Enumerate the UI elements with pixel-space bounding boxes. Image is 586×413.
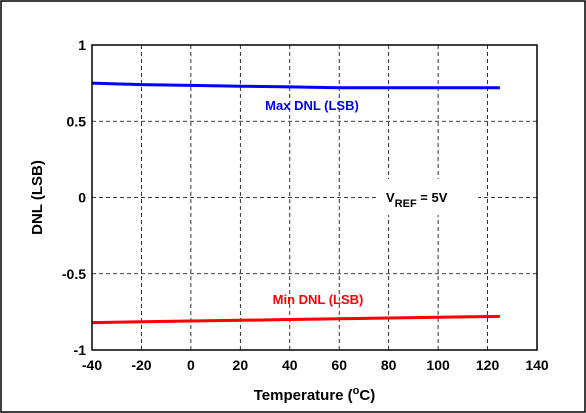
y-tick-label: -1 xyxy=(74,342,87,358)
x-axis-title-main: Temperature ( xyxy=(254,387,353,404)
x-tick-label: 100 xyxy=(426,357,450,373)
vref-subscript: REF xyxy=(395,198,417,210)
y-tick-label: 0.5 xyxy=(67,113,87,129)
y-tick-labels: 1 0.5 0 -0.5 -1 xyxy=(62,37,86,358)
x-tick-label: -40 xyxy=(82,357,102,373)
x-axis-title-end: C) xyxy=(359,387,375,404)
y-tick-label: 1 xyxy=(78,37,86,53)
series-label-max-dnl: Max DNL (LSB) xyxy=(265,98,359,113)
y-tick-label: 0 xyxy=(78,190,86,206)
annotation-box xyxy=(378,179,478,215)
vref-annotation: VREF = 5V xyxy=(386,190,448,210)
grid-lines xyxy=(92,45,537,350)
x-tick-label: 40 xyxy=(282,357,298,373)
x-tick-label: 60 xyxy=(331,357,347,373)
x-tick-label: 140 xyxy=(525,357,549,373)
y-tick-label: -0.5 xyxy=(62,266,86,282)
x-axis-title: Temperature (oC) xyxy=(254,385,375,404)
x-tick-labels: -40 -20 0 20 40 60 80 100 120 140 xyxy=(82,357,549,373)
x-tick-label: 120 xyxy=(476,357,500,373)
y-axis-title: DNL (LSB) xyxy=(29,160,46,235)
x-tick-label: 80 xyxy=(381,357,397,373)
x-axis-title-superscript: o xyxy=(353,385,360,397)
x-tick-label: 20 xyxy=(233,357,249,373)
plot-area-border xyxy=(91,44,538,351)
series-max-dnl-line xyxy=(91,81,500,90)
x-tick-label: -20 xyxy=(131,357,151,373)
series-label-min-dnl: Min DNL (LSB) xyxy=(273,292,364,307)
series-layer xyxy=(91,81,500,325)
x-tick-label: 0 xyxy=(187,357,195,373)
series-min-dnl-line xyxy=(91,314,500,325)
vref-main: V xyxy=(386,190,395,205)
vref-value: = 5V xyxy=(417,190,448,205)
